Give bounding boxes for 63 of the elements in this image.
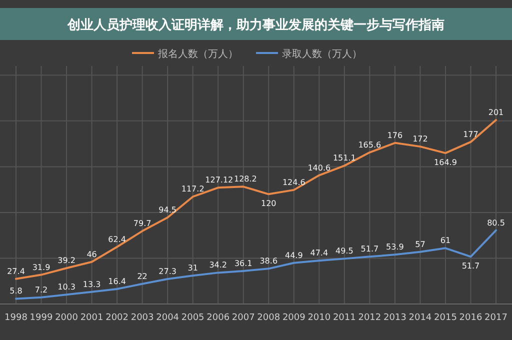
x-tick-label: 2006 <box>206 313 230 323</box>
x-tick-label: 1998 <box>4 313 28 323</box>
data-label: 13.3 <box>82 280 101 289</box>
data-label: 177 <box>463 130 478 139</box>
x-tick-label: 2017 <box>484 313 508 323</box>
data-label: 51.7 <box>462 262 480 271</box>
data-label: 57 <box>415 240 426 249</box>
x-tick-label: 2004 <box>156 313 180 323</box>
data-label: 47.4 <box>310 248 328 258</box>
data-label: 5.8 <box>10 286 22 296</box>
x-tick-label: 1999 <box>30 313 53 323</box>
x-tick-label: 2009 <box>282 313 306 323</box>
x-tick-label: 2016 <box>459 313 482 323</box>
x-tick-label: 2008 <box>257 313 280 323</box>
data-label: 94.5 <box>158 205 176 214</box>
data-label: 46 <box>86 250 97 259</box>
x-tick-label: 2003 <box>130 313 154 323</box>
data-label: 201 <box>488 108 504 118</box>
data-label: 164.9 <box>434 158 457 168</box>
data-label: 38.6 <box>260 256 278 266</box>
x-tick-label: 2014 <box>408 313 432 323</box>
data-label: 16.4 <box>108 276 126 286</box>
data-label: 120 <box>260 199 276 208</box>
data-label: 176 <box>387 130 403 140</box>
data-label: 31 <box>188 264 198 273</box>
data-label: 39.2 <box>58 256 76 266</box>
x-tick-label: 2005 <box>181 313 204 323</box>
data-label: 36.1 <box>234 258 252 268</box>
data-label: 140.6 <box>308 163 331 172</box>
data-label: 27.3 <box>158 267 176 276</box>
data-label: 22 <box>137 272 148 281</box>
x-tick-label: 2013 <box>383 313 406 323</box>
data-label: 124.6 <box>282 178 306 187</box>
data-label: 7.2 <box>34 285 48 294</box>
data-label: 172 <box>412 134 428 144</box>
data-label: 31.9 <box>32 262 50 272</box>
x-tick-label: 2015 <box>434 313 457 323</box>
data-label: 51.7 <box>360 244 379 254</box>
x-tick-label: 2010 <box>308 313 331 323</box>
legend-label: 录取人数（万人） <box>282 49 362 60</box>
data-label: 79.7 <box>133 219 152 228</box>
chart-title: 创业人员护理收入证明详解，助力事业发展的关键一步与写作指南 <box>66 17 444 33</box>
data-label: 127.12 <box>205 176 234 185</box>
x-tick-label: 2001 <box>80 313 104 323</box>
data-label: 62.4 <box>108 234 126 244</box>
data-label: 34.2 <box>209 260 228 270</box>
data-label: 151.1 <box>332 154 356 163</box>
legend-label: 报名人数（万人） <box>157 48 238 60</box>
data-label: 10.3 <box>58 282 76 292</box>
data-label: 117.2 <box>181 184 204 194</box>
x-tick-label: 2012 <box>358 313 382 323</box>
x-tick-label: 2011 <box>332 313 356 323</box>
data-label: 61 <box>440 236 451 246</box>
data-label: 53.9 <box>386 242 404 252</box>
data-label: 27.4 <box>7 266 25 276</box>
x-tick-label: 2000 <box>55 313 78 323</box>
data-label: 128.2 <box>234 174 257 184</box>
data-label: 165.6 <box>358 140 382 150</box>
x-tick-label: 2002 <box>106 313 129 323</box>
data-label: 49.5 <box>336 246 354 256</box>
data-label: 80.5 <box>487 218 505 228</box>
x-tick-label: 2007 <box>232 313 255 323</box>
data-label: 44.9 <box>284 250 303 260</box>
